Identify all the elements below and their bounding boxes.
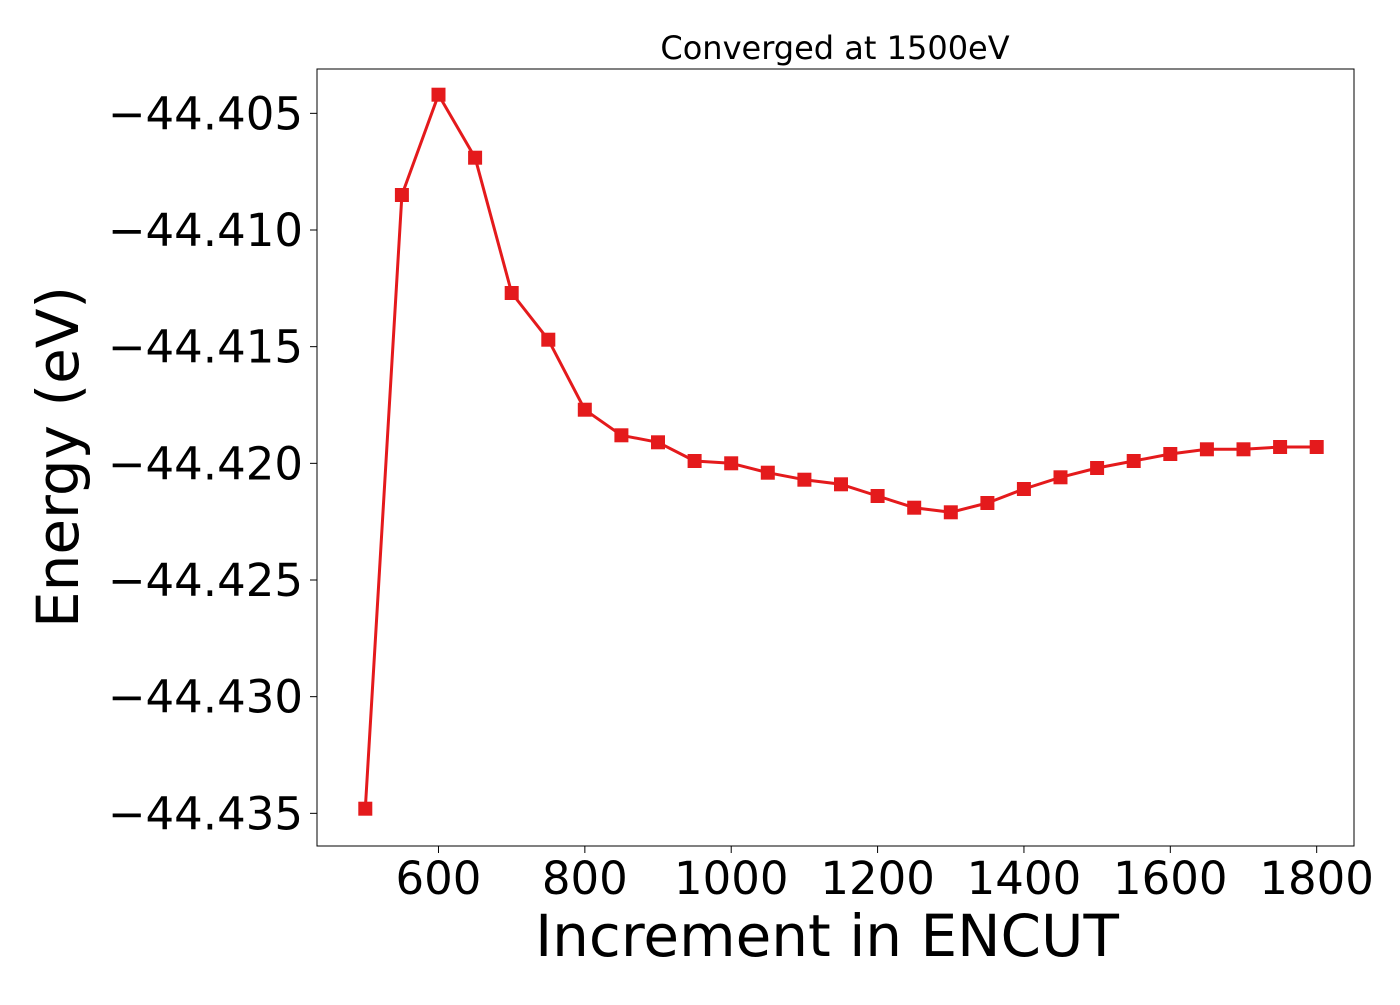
data-point-marker — [907, 500, 922, 515]
data-point-marker — [431, 87, 446, 102]
data-point-marker — [834, 477, 848, 492]
y-tick-label: −44.435 — [108, 787, 303, 840]
data-point-marker — [797, 472, 812, 487]
data-point-marker — [504, 286, 519, 300]
x-tick-label: 1600 — [1113, 852, 1228, 905]
data-point-marker — [1199, 442, 1214, 457]
data-point-marker — [651, 435, 665, 450]
data-point-marker — [394, 188, 409, 202]
x-tick-label: 600 — [396, 852, 482, 905]
data-point-marker — [724, 456, 739, 471]
data-point-marker — [614, 428, 629, 443]
data-point-marker — [577, 402, 592, 417]
data-point-marker — [1309, 440, 1324, 454]
data-point-marker — [358, 801, 373, 816]
x-axis-label: Increment in ENCUT — [535, 902, 1119, 970]
data-point-marker — [943, 505, 958, 520]
y-tick-label: −44.430 — [108, 671, 303, 724]
data-point-marker — [1053, 470, 1068, 485]
x-tick-label: 1400 — [967, 852, 1082, 905]
y-axis: −44.405 −44.410 −44.415 −44.420 −44.425 −44.4… — [108, 87, 317, 840]
data-point-marker — [1016, 482, 1031, 496]
data-point-marker — [1236, 442, 1251, 457]
data-point-marker — [687, 454, 702, 468]
data-point-marker — [1163, 447, 1178, 461]
y-tick-label: −44.425 — [108, 554, 303, 607]
y-tick-label: −44.405 — [108, 87, 303, 140]
x-tick-label: 1200 — [820, 852, 935, 905]
data-point-marker — [760, 465, 775, 480]
x-tick-label: 1800 — [1259, 852, 1374, 905]
x-tick-label: 800 — [542, 852, 628, 905]
data-point-marker — [1273, 440, 1288, 454]
y-tick-label: −44.410 — [108, 204, 303, 257]
y-tick-label: −44.415 — [108, 321, 303, 374]
plot-area — [316, 68, 1355, 847]
data-point-marker — [468, 150, 483, 165]
data-point-marker — [1126, 454, 1141, 468]
data-point-marker — [980, 496, 995, 510]
series-layer — [358, 87, 1324, 816]
chart-title: Converged at 1500eV — [660, 29, 1009, 67]
x-tick-label: 1000 — [674, 852, 789, 905]
y-axis-label: Energy (eV) — [24, 286, 92, 628]
y-tick-label: −44.420 — [108, 437, 303, 490]
x-axis: 600 800 1000 1200 1400 1600 1800 — [396, 846, 1374, 905]
data-point-marker — [541, 332, 556, 347]
data-point-marker — [1090, 461, 1105, 475]
data-point-marker — [870, 489, 885, 503]
